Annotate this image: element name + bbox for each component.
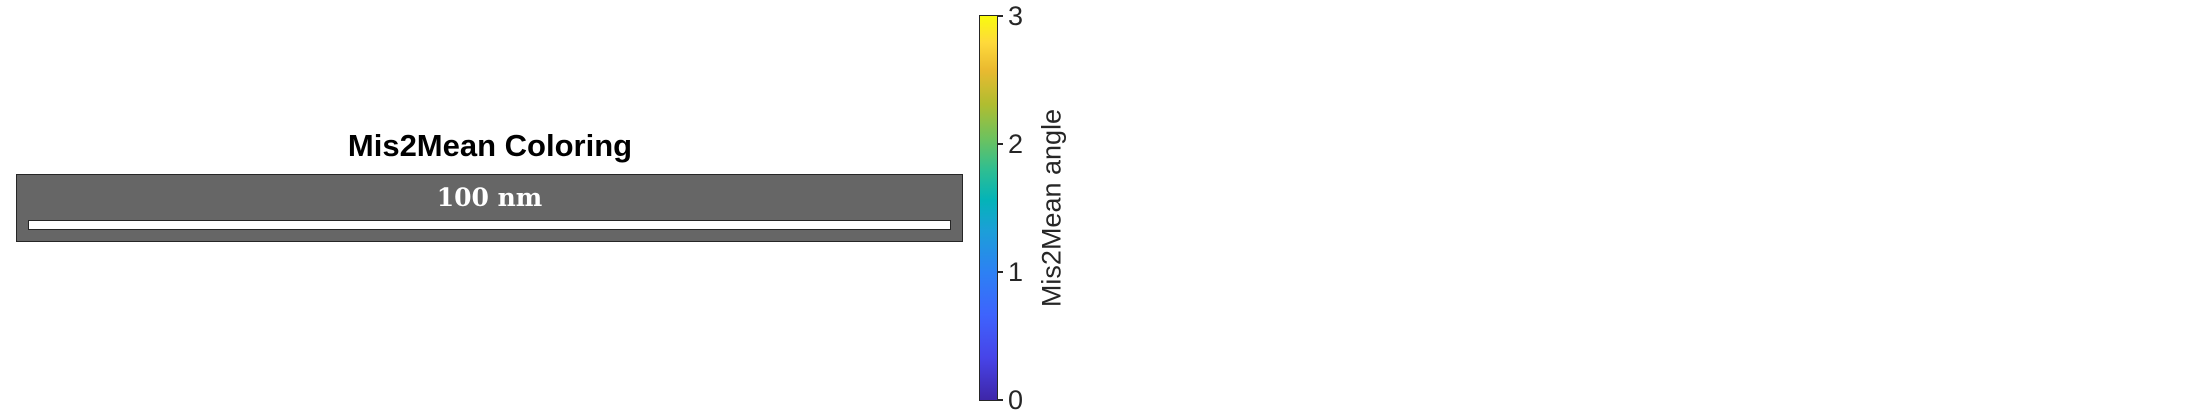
chart-title: Mis2Mean Coloring (347, 128, 633, 163)
colorbar-tick-mark (998, 15, 1003, 17)
colorbar-label: Mis2Mean angle (1036, 108, 1067, 308)
scale-bar-label: 100 nm (436, 183, 543, 212)
colorbar-tick-mark (998, 271, 1003, 273)
colorbar-tick-label: 3 (1008, 1, 1024, 31)
colorbar-tick-label: 2 (1008, 129, 1024, 159)
colorbar-tick-mark (998, 399, 1003, 401)
colorbar (979, 15, 998, 401)
scale-bar (28, 220, 951, 230)
colorbar-tick-label: 0 (1008, 385, 1024, 415)
map-panel: 100 nm (16, 174, 963, 242)
colorbar-tick-label: 1 (1008, 257, 1024, 287)
colorbar-tick-mark (998, 143, 1003, 145)
